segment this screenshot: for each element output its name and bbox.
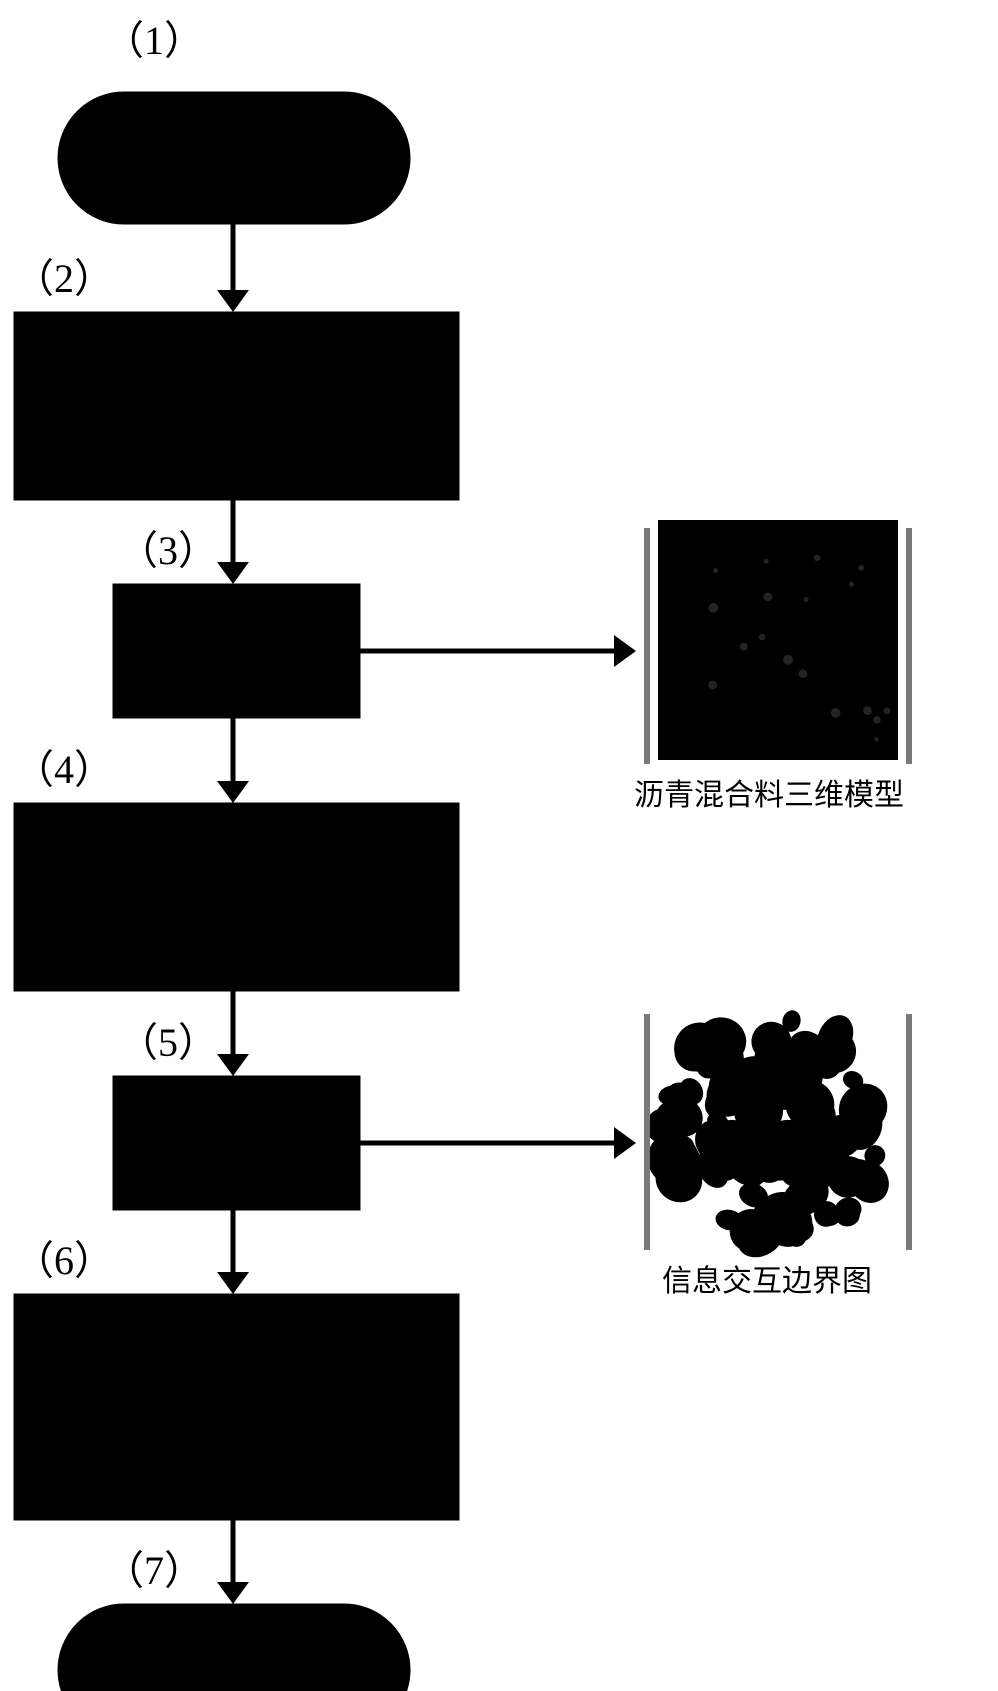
flow-node-n7	[58, 1604, 410, 1691]
flow-node-n3	[113, 584, 360, 718]
step-label-lbl2: （2）	[14, 246, 114, 304]
flow-node-n1	[58, 92, 410, 224]
arrow-head-a23	[217, 562, 249, 584]
flow-node-n5	[113, 1076, 360, 1210]
side-bar-right	[906, 1014, 912, 1250]
caption-side1: 沥青混合料三维模型	[634, 770, 904, 814]
step-label-lbl6: （6）	[14, 1228, 114, 1286]
step-label-lbl5: （5）	[118, 1010, 218, 1068]
arrow-head-a45	[217, 1054, 249, 1076]
arrow-head-a34	[217, 781, 249, 803]
side-illustration-side1	[658, 520, 898, 760]
flow-node-n2	[14, 312, 459, 500]
step-label-lbl4: （4）	[14, 737, 114, 795]
arrow-head-a12	[217, 290, 249, 312]
side-bar-left	[644, 528, 650, 764]
flow-node-n4	[14, 803, 459, 991]
caption-side2: 信息交互边界图	[662, 1256, 872, 1300]
arrow-head-a67	[217, 1582, 249, 1604]
step-label-lbl1: （1）	[104, 8, 204, 66]
step-label-lbl3: （3）	[118, 518, 218, 576]
step-label-lbl7: （7）	[104, 1538, 204, 1596]
arrow-head-a5s	[614, 1127, 636, 1159]
side-bar-left	[644, 1014, 650, 1250]
arrow-head-a56	[217, 1272, 249, 1294]
flow-node-n6	[14, 1294, 459, 1520]
arrow-head-a3s	[614, 635, 636, 667]
side-illustration-side2	[640, 1004, 900, 1266]
side-bar-right	[906, 528, 912, 764]
